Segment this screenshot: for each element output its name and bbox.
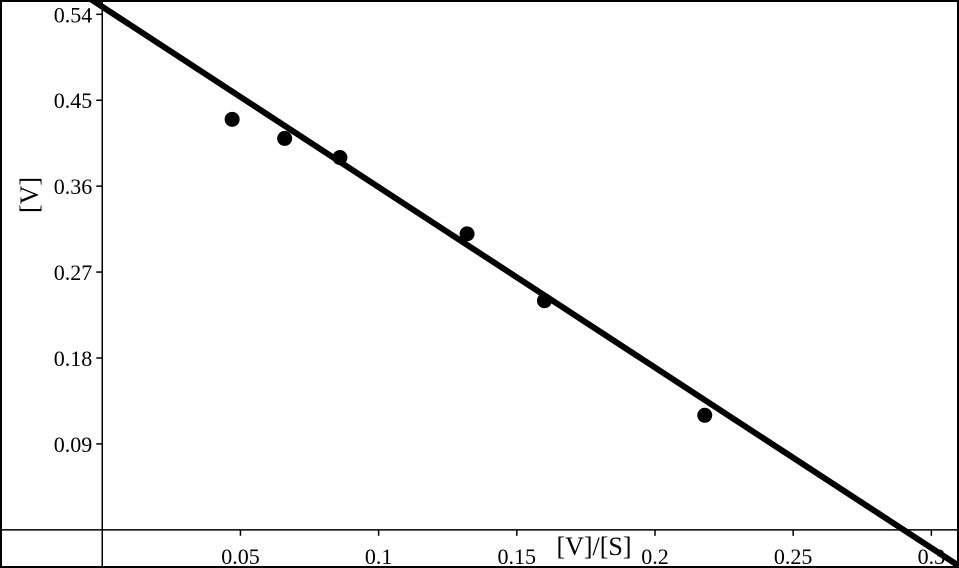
y-tick-label: 0.36 [54,174,93,199]
x-tick-label: 0.25 [774,544,813,568]
x-tick-label: 0.15 [498,544,537,568]
ticks: 0.05 0.1 0.15 0.2 0.25 0.30.090.180.270.360.4… [54,2,945,568]
y-tick-label: 0.18 [54,346,93,371]
y-axis-label: [V] [15,177,44,213]
y-tick-label: 0.54 [54,2,93,27]
x-tick-label: 0.05 [221,544,260,568]
data-point [224,111,240,127]
y-tick-label: 0.09 [54,432,93,457]
y-tick-label: 0.45 [54,88,93,113]
data-points [224,111,713,423]
data-point [332,150,348,166]
x-tick-label: 0.2 [641,544,669,568]
data-point [277,130,293,146]
data-point [536,293,552,309]
data-point [459,226,475,242]
x-axis-label: [V]/[S] [556,532,631,561]
x-tick-label: 0.1 [365,544,393,568]
data-point [697,407,713,423]
y-tick-label: 0.27 [54,260,93,285]
